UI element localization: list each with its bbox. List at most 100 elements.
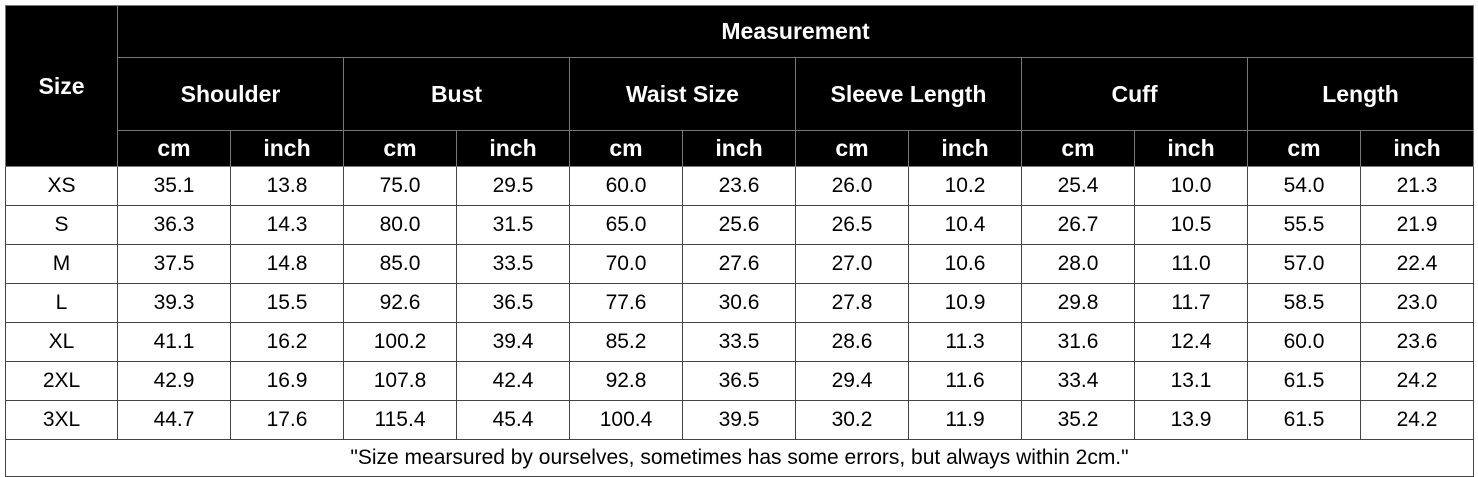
group-header: Cuff: [1021, 57, 1248, 131]
value-cell: 15.5: [230, 283, 344, 323]
value-cell: 45.4: [456, 400, 570, 440]
value-cell: 11.6: [908, 361, 1022, 401]
value-cell: 35.2: [1021, 400, 1135, 440]
value-cell: 28.0: [1021, 244, 1135, 284]
size-cell: 3XL: [5, 400, 118, 440]
value-cell: 24.2: [1359, 400, 1475, 440]
value-cell: 36.5: [682, 361, 796, 401]
value-cell: 21.3: [1359, 166, 1475, 206]
unit-header: cm: [1021, 130, 1135, 167]
value-cell: 115.4: [343, 400, 457, 440]
value-cell: 21.9: [1359, 205, 1475, 245]
value-cell: 26.0: [795, 166, 909, 206]
value-cell: 14.3: [230, 205, 344, 245]
unit-header: cm: [343, 130, 457, 167]
note: "Size mearsured by ourselves, sometimes …: [4, 439, 1475, 477]
value-cell: 11.0: [1134, 244, 1248, 284]
unit-header: inch: [908, 130, 1022, 167]
group-header: Waist Size: [569, 57, 796, 131]
unit-header: inch: [456, 130, 570, 167]
value-cell: 30.6: [682, 283, 796, 323]
value-cell: 60.0: [569, 166, 683, 206]
value-cell: 16.2: [230, 322, 344, 362]
value-cell: 10.5: [1134, 205, 1248, 245]
group-header: Shoulder: [117, 57, 344, 131]
value-cell: 80.0: [343, 205, 457, 245]
value-cell: 25.6: [682, 205, 796, 245]
value-cell: 23.6: [682, 166, 796, 206]
header-row: Size Measurement: [5, 5, 1475, 167]
footer-row: "Size mearsured by ourselves, sometimes …: [4, 439, 1475, 477]
table-body: XS 35.1 13.8 75.0 29.5 60.0 23.6 26.0 10.2 25.4 10…: [4, 166, 1475, 477]
value-cell: 10.9: [908, 283, 1022, 323]
value-cell: 10.4: [908, 205, 1022, 245]
value-cell: 29.4: [795, 361, 909, 401]
unit-header: inch: [1134, 130, 1248, 167]
value-cell: 30.2: [795, 400, 909, 440]
group-header: Length: [1246, 57, 1475, 131]
group-header: Bust: [343, 57, 570, 131]
header-row: Shoulder Bust Waist Size Sleeve Length Cuff L…: [6, 57, 1475, 131]
size-cell: L: [5, 283, 118, 323]
value-cell: 13.9: [1134, 400, 1248, 440]
data-row: S 36.3 14.3 80.0 31.5 65.0 25.6 26.5 10.4 26.7 10.…: [5, 205, 1475, 245]
value-cell: 58.5: [1247, 283, 1361, 323]
value-cell: 42.4: [456, 361, 570, 401]
value-cell: 25.4: [1021, 166, 1135, 206]
value-cell: 13.8: [230, 166, 344, 206]
header-row: cm inch cm inch cm inch cm inch cm inch cm inch: [6, 130, 1475, 167]
value-cell: 36.3: [117, 205, 231, 245]
unit-header: cm: [569, 130, 683, 167]
data-row: XS 35.1 13.8 75.0 29.5 60.0 23.6 26.0 10.2 25.4 10…: [5, 166, 1475, 206]
value-cell: 61.5: [1247, 361, 1361, 401]
value-cell: 55.5: [1247, 205, 1361, 245]
value-cell: 10.2: [908, 166, 1022, 206]
value-cell: 77.6: [569, 283, 683, 323]
value-cell: 33.4: [1021, 361, 1135, 401]
value-cell: 107.8: [343, 361, 457, 401]
value-cell: 85.0: [343, 244, 457, 284]
unit-header: inch: [682, 130, 796, 167]
value-cell: 65.0: [569, 205, 683, 245]
value-cell: 33.5: [682, 322, 796, 362]
value-cell: 39.5: [682, 400, 796, 440]
value-cell: 37.5: [117, 244, 231, 284]
value-cell: 60.0: [1247, 322, 1361, 362]
value-cell: 27.6: [682, 244, 796, 284]
value-cell: 92.6: [343, 283, 457, 323]
data-row: L 39.3 15.5 92.6 36.5 77.6 30.6 27.8 10.9 29.8 11.…: [5, 283, 1475, 323]
value-cell: 14.8: [230, 244, 344, 284]
value-cell: 39.3: [117, 283, 231, 323]
value-cell: 39.4: [456, 322, 570, 362]
unit-header: inch: [230, 130, 344, 167]
size-cell: S: [5, 205, 118, 245]
value-cell: 100.4: [569, 400, 683, 440]
value-cell: 31.6: [1021, 322, 1135, 362]
unit-header: cm: [117, 130, 231, 167]
data-row: XL 41.1 16.2 100.2 39.4 85.2 33.5 28.6 11.3 31.6 1…: [5, 322, 1475, 362]
size-cell: XL: [5, 322, 118, 362]
data-row: 2XL 42.9 16.9 107.8 42.4 92.8 36.5 29.4 11.6 33.4…: [5, 361, 1475, 401]
value-cell: 75.0: [343, 166, 457, 206]
value-cell: 85.2: [569, 322, 683, 362]
measurement-header: Measurement: [116, 5, 1475, 58]
value-cell: 42.9: [117, 361, 231, 401]
unit-header: inch: [1359, 130, 1475, 167]
size-cell: XS: [5, 166, 118, 206]
value-cell: 29.5: [456, 166, 570, 206]
value-cell: 13.1: [1134, 361, 1248, 401]
unit-header: cm: [1247, 130, 1361, 167]
value-cell: 41.1: [117, 322, 231, 362]
value-cell: 11.7: [1134, 283, 1248, 323]
value-cell: 33.5: [456, 244, 570, 284]
value-cell: 29.8: [1021, 283, 1135, 323]
value-cell: 31.5: [456, 205, 570, 245]
value-cell: 26.5: [795, 205, 909, 245]
value-cell: 11.9: [908, 400, 1022, 440]
value-cell: 57.0: [1247, 244, 1361, 284]
value-cell: 11.3: [908, 322, 1022, 362]
size-cell: M: [5, 244, 118, 284]
value-cell: 92.8: [569, 361, 683, 401]
data-row: 3XL 44.7 17.6 115.4 45.4 100.4 39.5 30.2 11.9 35.…: [5, 400, 1475, 440]
value-cell: 54.0: [1247, 166, 1361, 206]
